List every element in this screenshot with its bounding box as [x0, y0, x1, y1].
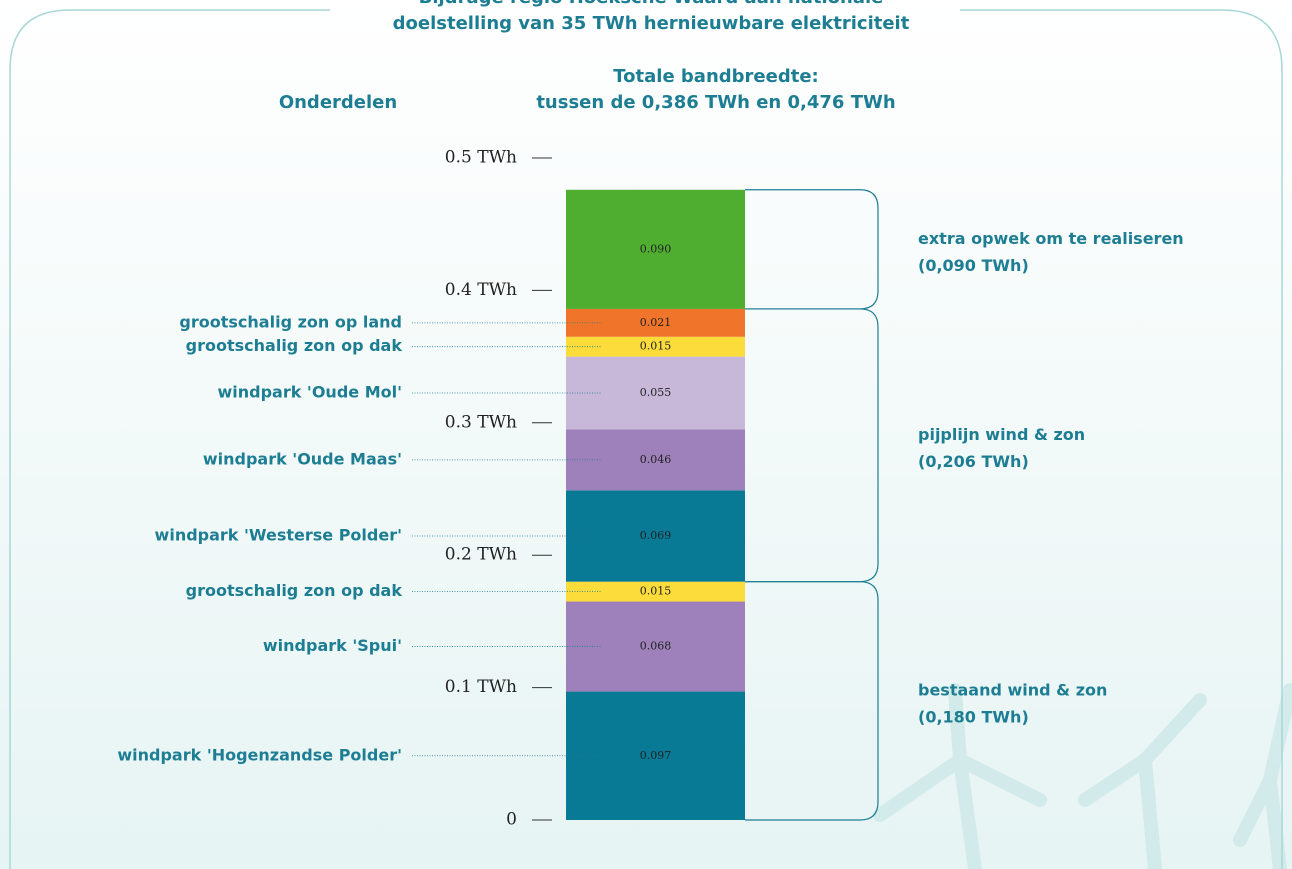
bar-segment	[566, 581, 745, 602]
y-tick-label: 0.1 TWh	[445, 677, 517, 697]
y-tick-label: 0.3 TWh	[445, 412, 517, 432]
category-label: grootschalig zon op land	[179, 312, 402, 331]
y-tick-label: 0.5 TWh	[445, 148, 517, 168]
value-label: 0.069	[640, 529, 672, 542]
value-label: 0.046	[640, 453, 672, 466]
subtitle: tussen de 0,386 TWh en 0,476 TWh	[536, 92, 895, 113]
value-label: 0.015	[640, 585, 672, 598]
bar-segment	[566, 308, 745, 337]
frame	[9, 9, 1283, 869]
value-label: 0.097	[640, 749, 672, 762]
group-value-label: (0,090 TWh)	[918, 256, 1029, 275]
y-tick-label: 0.2 TWh	[445, 545, 517, 565]
group-label: extra opwek om te realiseren	[918, 229, 1184, 248]
bar-segment	[566, 601, 745, 692]
title: Bijdrage regio Hoeksche Waard aan nation…	[419, 0, 884, 8]
category-label: windpark 'Spui'	[263, 636, 402, 655]
value-label: 0.021	[640, 316, 672, 329]
category-label: grootschalig zon op dak	[186, 336, 403, 355]
group-label: bestaand wind & zon	[918, 680, 1107, 699]
subtitle: Totale bandbreedte:	[613, 66, 818, 87]
category-label: windpark 'Westerse Polder'	[155, 526, 402, 545]
category-label: grootschalig zon op dak	[186, 581, 403, 600]
group-value-label: (0,206 TWh)	[918, 452, 1029, 471]
title: doelstelling van 35 TWh hernieuwbare ele…	[393, 13, 910, 34]
bar-segment	[566, 490, 745, 582]
group-bracket	[745, 308, 879, 583]
y-tick-label: 0.4 TWh	[445, 280, 517, 300]
bar-segment	[566, 189, 745, 309]
category-label: windpark 'Hogenzandse Polder'	[117, 745, 402, 764]
group-label: pijplijn wind & zon	[918, 425, 1085, 444]
category-label: windpark 'Oude Maas'	[203, 449, 402, 468]
y-tick-label: 0	[506, 810, 517, 830]
category-label: windpark 'Oude Mol'	[217, 383, 402, 402]
value-label: 0.068	[640, 640, 672, 653]
group-bracket	[745, 581, 879, 821]
bar-segment	[566, 429, 745, 491]
left-header: Onderdelen	[279, 92, 397, 113]
value-label: 0.055	[640, 386, 672, 399]
group-bracket	[745, 189, 879, 310]
bar-segment	[566, 336, 745, 357]
value-label: 0.090	[640, 242, 672, 255]
group-value-label: (0,180 TWh)	[918, 707, 1029, 726]
decoration	[873, 683, 1292, 869]
value-label: 0.015	[640, 340, 672, 353]
bar-segment	[566, 356, 745, 430]
bar-segment	[566, 691, 745, 820]
